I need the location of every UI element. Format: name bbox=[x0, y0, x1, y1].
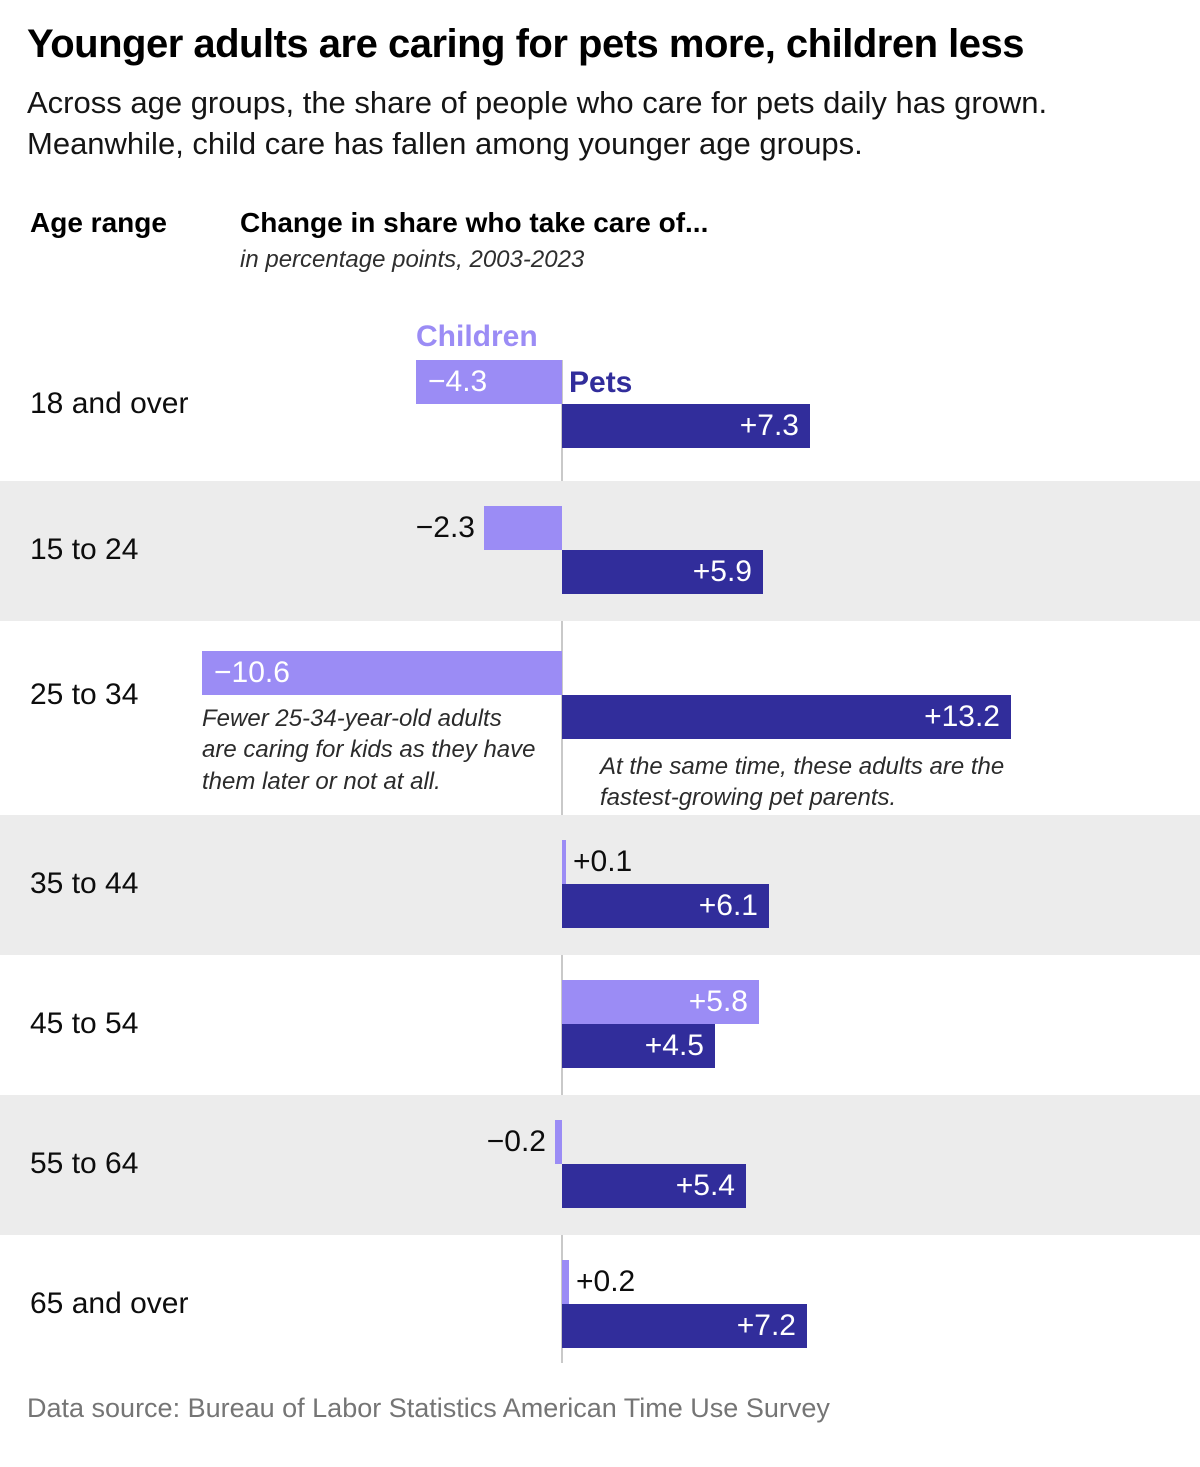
pets-bar: +6.1 bbox=[562, 883, 769, 928]
age-range-label: 35 to 44 bbox=[30, 866, 139, 900]
children-value-label: −4.3 bbox=[428, 364, 488, 398]
age-range-label: 15 to 24 bbox=[30, 532, 139, 566]
pets-value-label: +7.2 bbox=[736, 1308, 796, 1342]
children-value-label: +0.1 bbox=[573, 844, 633, 878]
children-value-label: −0.2 bbox=[486, 1124, 546, 1158]
chart-row: 15 to 24 −2.3 +5.9 bbox=[0, 480, 1200, 621]
pets-value-label: +6.1 bbox=[698, 888, 758, 922]
pets-value-label: +4.5 bbox=[644, 1028, 704, 1062]
change-column-subheader: in percentage points, 2003-2023 bbox=[240, 245, 585, 273]
change-column-header: Change in share who take care of... bbox=[240, 206, 709, 238]
pets-value-label: +13.2 bbox=[924, 699, 1000, 733]
chart-title: Younger adults are caring for pets more,… bbox=[27, 22, 1024, 66]
chart-rows: 18 and over −4.3 +7.3 Children Pets 15 to 24 −… bbox=[0, 318, 1200, 1375]
pets-bar: +4.5 bbox=[562, 1023, 715, 1068]
pets-bar: +7.2 bbox=[562, 1303, 807, 1348]
chart-subtitle: Across age groups, the share of people w… bbox=[27, 85, 1048, 161]
children-bar bbox=[555, 1119, 562, 1164]
children-bar bbox=[562, 1259, 569, 1304]
children-value-label: +0.2 bbox=[576, 1264, 636, 1298]
chart-row: 45 to 54 +5.8 +4.5 bbox=[0, 955, 1200, 1095]
chart-row: 25 to 34 −10.6 +13.2 Fewer 25-34-year-old a… bbox=[0, 621, 1200, 815]
age-range-column-header: Age range bbox=[30, 206, 167, 238]
pets-bar: +5.4 bbox=[562, 1163, 746, 1208]
legend-children: Children bbox=[416, 319, 538, 353]
children-value-label: −2.3 bbox=[415, 510, 475, 544]
age-range-label: 18 and over bbox=[30, 386, 189, 420]
age-range-label: 25 to 34 bbox=[30, 677, 139, 711]
data-source: Data source: Bureau of Labor Statistics … bbox=[27, 1392, 830, 1423]
children-value-label: −10.6 bbox=[214, 655, 290, 689]
chart-row: 55 to 64 −0.2 +5.4 bbox=[0, 1094, 1200, 1235]
pets-bar: +13.2 bbox=[562, 694, 1011, 739]
children-value-label: +5.8 bbox=[688, 984, 748, 1018]
annotation-pets: At the same time, these adults are the f… bbox=[600, 752, 1005, 812]
pets-value-label: +5.4 bbox=[675, 1168, 735, 1202]
chart-row: 18 and over −4.3 +7.3 Children Pets bbox=[0, 318, 1200, 481]
pets-bar: +5.9 bbox=[562, 549, 763, 594]
children-bar: −10.6 bbox=[202, 650, 562, 695]
chart-row: 35 to 44 +0.1 +6.1 bbox=[0, 814, 1200, 955]
chart-card: Younger adults are caring for pets more,… bbox=[0, 22, 1200, 1467]
age-range-label: 65 and over bbox=[30, 1286, 189, 1320]
chart-row: 65 and over +0.2 +7.2 bbox=[0, 1235, 1200, 1375]
annotation-children: Fewer 25-34-year-old adults are caring f… bbox=[202, 704, 536, 796]
column-headers: Age range Change in share who take care … bbox=[30, 207, 1200, 274]
age-range-label: 55 to 64 bbox=[30, 1146, 139, 1180]
children-bar bbox=[562, 839, 566, 884]
pets-value-label: +5.9 bbox=[692, 554, 752, 588]
legend-pets: Pets bbox=[569, 365, 633, 399]
change-column-header-group: Change in share who take care of... in p… bbox=[240, 207, 708, 274]
pets-value-label: +7.3 bbox=[739, 408, 799, 442]
children-bar: +5.8 bbox=[562, 979, 759, 1024]
age-range-label: 45 to 54 bbox=[30, 1006, 139, 1040]
children-bar bbox=[484, 505, 562, 550]
children-bar: −4.3 bbox=[416, 359, 562, 404]
pets-bar: +7.3 bbox=[562, 403, 810, 448]
